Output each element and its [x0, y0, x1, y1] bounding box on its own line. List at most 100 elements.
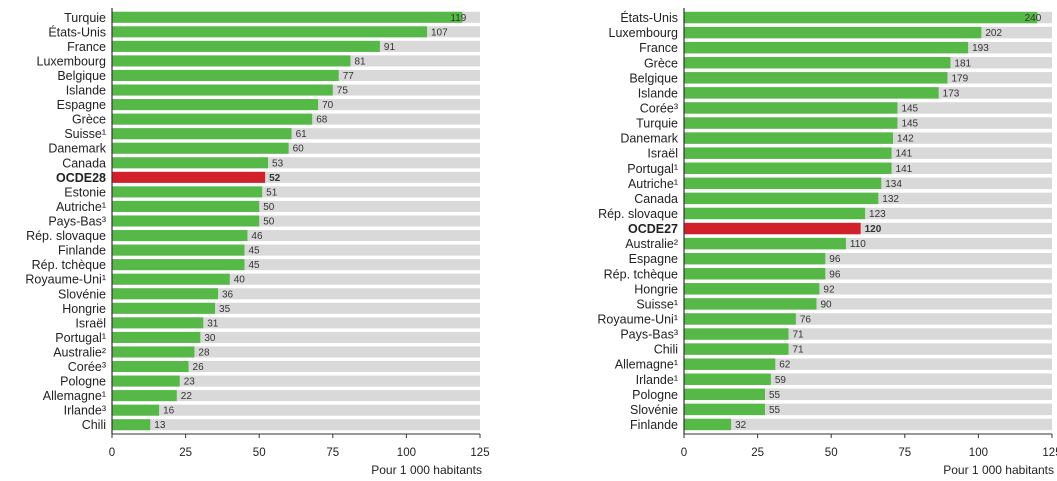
- category-label: Pologne: [632, 388, 678, 402]
- value-label: 141: [896, 164, 913, 175]
- category-label: Allemagne¹: [615, 358, 678, 372]
- category-label: États-Unis: [48, 24, 106, 39]
- bar-track: [684, 283, 1052, 295]
- bar-track: [112, 215, 480, 227]
- x-tick-label: 25: [751, 447, 764, 459]
- bar: [112, 11, 463, 23]
- bar-track: [112, 186, 480, 198]
- value-label: 55: [769, 390, 781, 401]
- value-label: 107: [431, 27, 448, 38]
- value-label: 141: [896, 149, 913, 160]
- value-label: 61: [296, 129, 308, 140]
- category-label: Autriche¹: [628, 177, 678, 191]
- bar: [112, 259, 245, 271]
- bar: [684, 343, 789, 355]
- bar-highlight: [684, 222, 861, 235]
- value-label: 96: [829, 254, 841, 265]
- value-label: 50: [263, 217, 275, 228]
- bar: [684, 328, 789, 340]
- category-label: Rép. slovaque: [598, 207, 678, 221]
- value-label: 134: [885, 179, 902, 190]
- bar-track: [112, 375, 480, 387]
- value-label: 110: [850, 239, 866, 250]
- category-label: Belgique: [57, 69, 106, 83]
- value-label: 30: [204, 333, 216, 344]
- bar: [112, 157, 269, 169]
- category-label: Royaume-Uni¹: [25, 273, 106, 287]
- bar: [684, 147, 892, 159]
- value-label: 16: [163, 406, 175, 417]
- bar: [684, 207, 866, 220]
- category-label: Australie²: [53, 345, 106, 359]
- value-label: 77: [343, 71, 355, 82]
- bar-track: [684, 237, 1052, 250]
- category-label: Pays-Bas³: [620, 328, 678, 342]
- x-axis-title: Pour 1 000 habitants: [371, 463, 482, 477]
- bar-track: [684, 207, 1052, 220]
- bar: [112, 69, 339, 82]
- category-label: Espagne: [629, 252, 678, 266]
- category-label: Autriche¹: [56, 200, 106, 214]
- bar-track: [112, 259, 480, 271]
- x-tick-label: 125: [1042, 447, 1057, 459]
- category-label: États-Unis: [620, 10, 678, 25]
- value-label: 62: [779, 360, 791, 371]
- category-label: Pays-Bas³: [48, 215, 106, 229]
- x-tick-label: 75: [898, 447, 911, 459]
- bar: [684, 192, 879, 205]
- bar: [684, 72, 948, 84]
- value-label: 45: [248, 260, 260, 271]
- value-label: 179: [951, 73, 968, 84]
- category-label: Belgique: [629, 71, 678, 85]
- bar-track: [112, 390, 480, 402]
- bar-track: [684, 298, 1052, 310]
- category-label: Corée³: [68, 360, 106, 374]
- bar: [112, 273, 230, 285]
- bar: [112, 346, 195, 358]
- bar: [112, 230, 248, 242]
- chart-right: États-Unis 240 Luxembourg 202 France 193 Grèce…: [597, 8, 1057, 477]
- value-label: 35: [219, 304, 231, 315]
- value-label: 76: [800, 314, 812, 325]
- category-label: Islande: [638, 86, 678, 100]
- value-label: 193: [972, 43, 989, 54]
- category-label: Canada: [62, 156, 106, 170]
- value-label: 46: [251, 231, 263, 242]
- value-label: 202: [985, 28, 1002, 39]
- bar-track: [684, 252, 1052, 265]
- bar: [684, 102, 898, 114]
- bar-track: [112, 128, 480, 140]
- category-label: Israël: [75, 316, 106, 330]
- bar: [112, 288, 218, 300]
- bar-track: [112, 142, 480, 154]
- x-tick-label: 75: [326, 447, 339, 459]
- bar: [684, 41, 969, 54]
- value-label: 145: [901, 103, 918, 114]
- value-label: 53: [272, 158, 284, 169]
- category-label: Estonie: [64, 185, 106, 199]
- category-label: Rép. tchèque: [604, 267, 678, 281]
- value-label: 50: [263, 202, 275, 213]
- bar: [684, 358, 776, 370]
- bar: [684, 313, 796, 325]
- bar-track: [112, 302, 480, 314]
- bar: [684, 388, 765, 401]
- bar: [684, 57, 951, 69]
- value-label: 13: [154, 420, 166, 431]
- value-label: 40: [234, 275, 246, 286]
- x-tick-label: 50: [253, 447, 266, 459]
- category-label: Suisse¹: [64, 127, 106, 141]
- bar-track: [112, 157, 480, 169]
- value-label: 28: [198, 347, 210, 358]
- category-label: Portugal¹: [55, 331, 106, 345]
- value-label: 60: [293, 144, 305, 155]
- value-label: 68: [316, 115, 328, 126]
- category-label: Turquie: [636, 117, 678, 131]
- bar: [112, 244, 245, 256]
- category-label: Pologne: [60, 375, 106, 389]
- category-label: France: [639, 41, 678, 55]
- bar: [684, 403, 765, 416]
- value-label: 75: [337, 86, 349, 97]
- value-label: 240: [1025, 13, 1042, 24]
- x-tick-label: 125: [470, 447, 489, 459]
